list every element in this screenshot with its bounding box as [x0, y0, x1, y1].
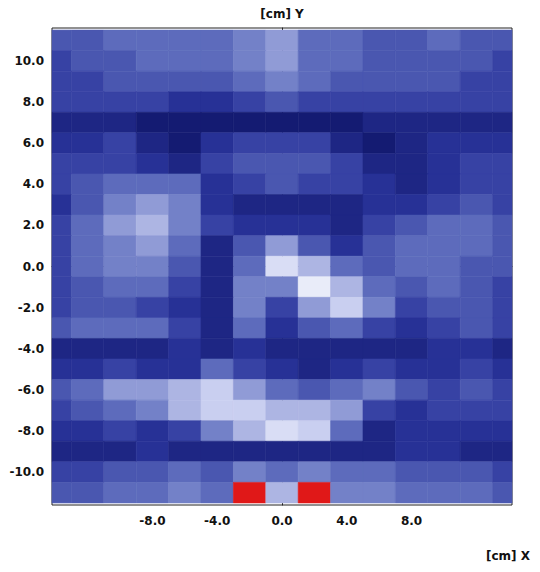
svg-text:-8.0: -8.0 [18, 424, 44, 438]
svg-text:0.0: 0.0 [23, 260, 44, 274]
svg-text:-6.0: -6.0 [18, 383, 44, 397]
svg-text:[cm] X: [cm] X [486, 549, 531, 563]
svg-text:4.0: 4.0 [336, 514, 357, 528]
svg-text:-4.0: -4.0 [204, 514, 230, 528]
svg-text:8.0: 8.0 [401, 514, 422, 528]
svg-text:-2.0: -2.0 [18, 301, 44, 315]
svg-text:-4.0: -4.0 [18, 342, 44, 356]
svg-text:-10.0: -10.0 [9, 465, 44, 479]
svg-text:-8.0: -8.0 [139, 514, 165, 528]
svg-text:4.0: 4.0 [23, 177, 44, 191]
svg-text:6.0: 6.0 [23, 136, 44, 150]
svg-text:[cm] Y: [cm] Y [260, 7, 304, 21]
svg-text:8.0: 8.0 [23, 95, 44, 109]
svg-text:0.0: 0.0 [271, 514, 292, 528]
svg-text:10.0: 10.0 [14, 54, 44, 68]
svg-text:2.0: 2.0 [23, 218, 44, 232]
